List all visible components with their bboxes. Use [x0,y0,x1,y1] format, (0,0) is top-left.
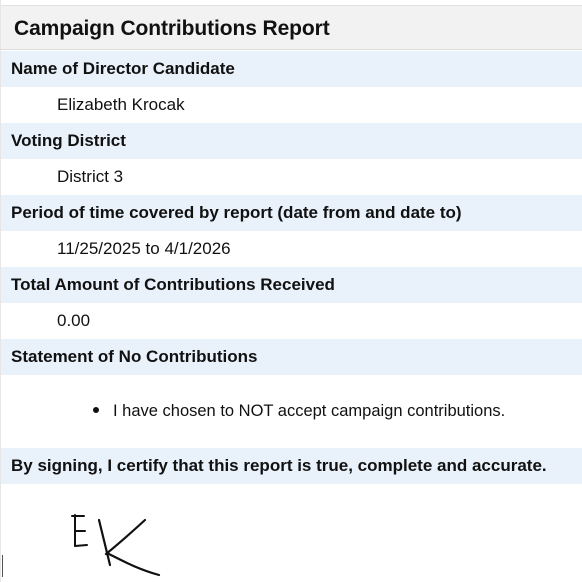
report-header: Campaign Contributions Report [1,5,582,50]
report-period-label: Period of time covered by report (date f… [1,195,582,231]
certification-label: By signing, I certify that this report i… [1,448,582,484]
report-period-value: 11/25/2025 to 4/1/2026 [57,239,231,258]
statement-item-text: I have chosen to NOT accept campaign con… [113,402,506,420]
voting-district-value: District 3 [57,167,124,186]
report-title: Campaign Contributions Report [14,17,330,40]
voting-district-label: Voting District [1,123,582,159]
no-contributions-statement-label: Statement of No Contributions [1,339,582,375]
left-edge-mark [2,555,3,577]
total-contributions-label: Total Amount of Contributions Received [1,267,582,303]
candidate-name-label: Name of Director Candidate [1,51,582,87]
signature-image [71,514,161,577]
total-contributions-value: 0.00 [57,311,91,330]
bullet-icon [93,406,99,413]
statement-list-item: I have chosen to NOT accept campaign con… [93,401,505,421]
candidate-name-value: Elizabeth Krocak [57,95,185,114]
